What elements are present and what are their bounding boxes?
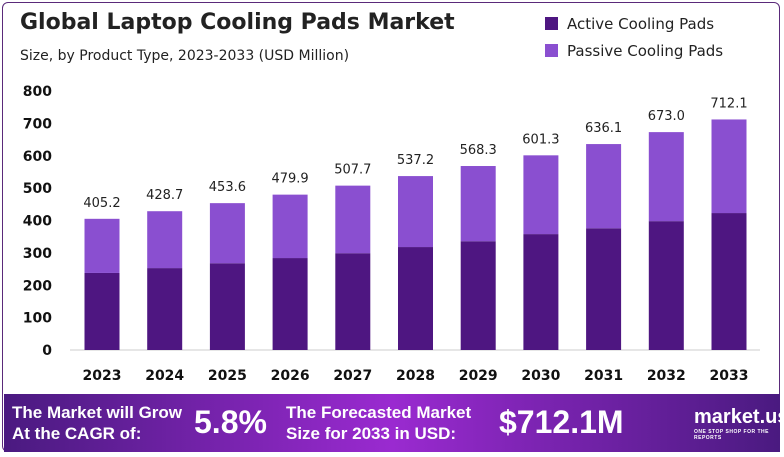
bar-segment bbox=[586, 228, 622, 350]
forecast-value: $712.1M bbox=[499, 404, 624, 440]
y-tick-label: 0 bbox=[42, 343, 52, 359]
bar-segment bbox=[460, 166, 496, 242]
bar-segment bbox=[335, 253, 371, 350]
x-tick-label: 2029 bbox=[459, 368, 498, 384]
bar-segment bbox=[84, 272, 120, 350]
x-tick-label: 2030 bbox=[521, 368, 560, 384]
total-label: 453.6 bbox=[209, 180, 246, 195]
y-tick-label: 800 bbox=[23, 84, 52, 100]
y-tick-label: 300 bbox=[23, 246, 52, 262]
x-tick-label: 2027 bbox=[333, 368, 372, 384]
total-label: 568.3 bbox=[460, 143, 497, 158]
bar-segment bbox=[711, 119, 747, 214]
bar-segment bbox=[648, 132, 684, 222]
chart-subtitle: Size, by Product Type, 2023-2033 (USD Mi… bbox=[20, 48, 350, 64]
bar-segment bbox=[648, 221, 684, 350]
bar-segment bbox=[711, 213, 747, 350]
x-tick-label: 2032 bbox=[647, 368, 686, 384]
bar-segment bbox=[523, 234, 559, 350]
footer-banner: The Market will Grow At the CAGR of: 5.8%… bbox=[4, 394, 784, 452]
x-tick-label: 2025 bbox=[208, 368, 247, 384]
total-label: 636.1 bbox=[585, 121, 622, 136]
legend-swatch bbox=[545, 17, 558, 30]
forecast-label: The Forecasted Market Size for 2033 in US… bbox=[286, 403, 472, 443]
x-tick-label: 2033 bbox=[710, 368, 749, 384]
legend-item-passive: Passive Cooling Pads bbox=[545, 37, 723, 64]
bar-segment bbox=[398, 176, 433, 248]
bar-segment bbox=[209, 203, 245, 264]
bar-segment bbox=[147, 268, 183, 350]
y-tick-label: 400 bbox=[23, 214, 52, 230]
bar-segment bbox=[272, 258, 308, 350]
bar-segment bbox=[84, 218, 120, 273]
x-tick-label: 2024 bbox=[145, 368, 184, 384]
cagr-value: 5.8% bbox=[194, 404, 267, 440]
legend-label: Passive Cooling Pads bbox=[567, 41, 724, 60]
y-tick-label: 700 bbox=[23, 116, 52, 132]
market-us-logo: market.us ONE STOP SHOP FOR THE REPORTS bbox=[694, 406, 784, 441]
total-label: 405.2 bbox=[83, 196, 120, 211]
legend-label: Active Cooling Pads bbox=[567, 14, 715, 33]
total-label: 601.3 bbox=[522, 132, 559, 147]
cagr-label: The Market will Grow At the CAGR of: bbox=[12, 403, 183, 443]
bar-segment bbox=[398, 247, 433, 350]
bar-segment bbox=[209, 263, 245, 350]
y-tick-label: 200 bbox=[23, 278, 52, 294]
x-tick-label: 2026 bbox=[271, 368, 310, 384]
x-tick-label: 2031 bbox=[584, 368, 623, 384]
legend-item-active: Active Cooling Pads bbox=[545, 10, 723, 37]
bar-segment bbox=[460, 241, 496, 350]
bar-segment bbox=[523, 155, 559, 235]
x-tick-label: 2023 bbox=[83, 368, 122, 384]
y-tick-label: 600 bbox=[23, 149, 52, 165]
total-label: 537.2 bbox=[397, 153, 434, 168]
x-tick-label: 2028 bbox=[396, 368, 435, 384]
total-label: 507.7 bbox=[334, 163, 371, 178]
chart-title: Global Laptop Cooling Pads Market bbox=[20, 10, 455, 35]
bar-segment bbox=[272, 194, 308, 259]
bar-segment bbox=[335, 185, 371, 254]
total-label: 479.9 bbox=[271, 172, 308, 187]
y-tick-label: 100 bbox=[23, 311, 52, 327]
total-label: 428.7 bbox=[146, 188, 183, 203]
total-label: 673.0 bbox=[648, 109, 685, 124]
legend: Active Cooling Pads Passive Cooling Pads bbox=[545, 10, 723, 64]
y-tick-label: 500 bbox=[23, 181, 52, 197]
total-label: 712.1 bbox=[710, 96, 747, 111]
bar-segment bbox=[586, 144, 622, 229]
bar-segment bbox=[147, 211, 183, 269]
bar-chart: 0 100 200 300 400 500 600 700 800 405.2 2023 428.7 2… bbox=[23, 84, 760, 384]
legend-swatch bbox=[545, 44, 558, 57]
